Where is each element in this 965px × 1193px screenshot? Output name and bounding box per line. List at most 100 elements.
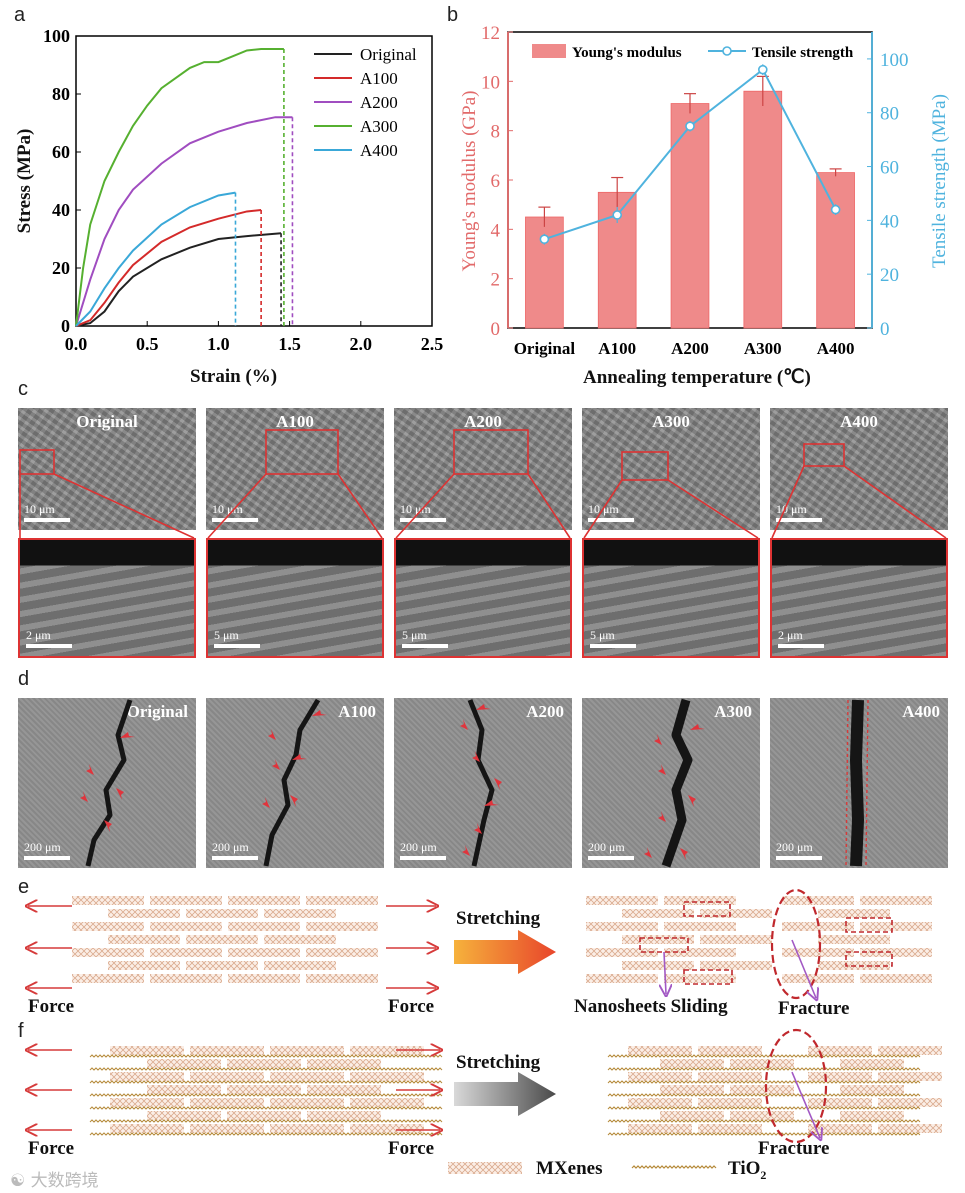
mxene-sheet [270, 1046, 344, 1055]
mxene-sheet [730, 1059, 794, 1068]
mxene-sheet [782, 974, 854, 983]
y2-tick-label: 60 [880, 158, 899, 179]
mxene-sheet [586, 974, 658, 983]
scale-bar: 2 μm [778, 628, 824, 648]
tensile-point [685, 121, 695, 131]
sem-d-title-a200: A200 [526, 702, 564, 721]
e-stretching-label: Stretching [456, 908, 541, 929]
red-arrow [312, 710, 327, 716]
y-tick-label: 0 [491, 319, 501, 340]
mxene-sheet [228, 948, 300, 957]
x-tick-label: 1.5 [278, 334, 301, 354]
mxene-sheet [350, 1124, 424, 1133]
red-arrow [654, 734, 662, 745]
scale-bar: 5 μm [214, 628, 260, 648]
mxene-sheet [190, 1072, 264, 1081]
mxene-sheet [840, 1059, 904, 1068]
sem-c-a300-zoom: 5 μm [582, 538, 760, 658]
series-line-original [75, 232, 282, 327]
f-fracture-label: Fracture [758, 1138, 830, 1159]
weibo-icon: ☯ [10, 1171, 26, 1191]
mxene-sheet [110, 1098, 184, 1107]
mxene-sheet [350, 1046, 424, 1055]
panel-label-d: d [18, 668, 30, 690]
mxene-sheet [147, 1111, 221, 1120]
legend-tio2-label: TiO2 [728, 1158, 766, 1183]
mxene-sheet [860, 896, 932, 905]
scale-label: 200 μm [24, 840, 61, 854]
scale-label: 2 μm [778, 628, 803, 642]
red-arrow [688, 795, 696, 807]
mxene-sheet [782, 948, 854, 957]
y-tick-label: 8 [491, 122, 501, 143]
scale-label: 200 μm [776, 840, 813, 854]
mxene-sheet [628, 1046, 692, 1055]
mxene-sheet [270, 1124, 344, 1133]
chart-a-xlabel: Strain (%) [190, 366, 278, 387]
mxene-sheet [664, 922, 736, 931]
zoom-box [621, 451, 669, 481]
scale-label: 5 μm [214, 628, 239, 642]
tio2-chain [607, 1132, 921, 1136]
zoom-box [803, 443, 845, 467]
f-force-right: Force [388, 1138, 435, 1159]
y-tick-label: 2 [491, 270, 501, 291]
mxene-sheet [350, 1098, 424, 1107]
mxene-sheet [186, 909, 258, 918]
y-tick-label: 6 [491, 171, 501, 192]
mxene-sheet [110, 1046, 184, 1055]
zoom-line [843, 465, 947, 539]
zoom-line [527, 473, 571, 539]
e-force-right: Force [388, 996, 435, 1017]
sem-c-title-original: Original [76, 412, 138, 431]
mxene-sheet [72, 896, 144, 905]
scale-label: 200 μm [588, 840, 625, 854]
mxene-sheet [264, 935, 336, 944]
mxene-sheet [227, 1111, 301, 1120]
mxene-sheet [228, 922, 300, 931]
red-arrow [268, 729, 276, 740]
crack [661, 698, 693, 868]
fracture-pointer [791, 1071, 820, 1138]
sem-d-original: Original 200 μm [18, 698, 196, 868]
e-fracture-label: Fracture [778, 998, 850, 1019]
mxene-sheet [150, 948, 222, 957]
red-arrow [494, 778, 502, 790]
legend-line-marker [722, 46, 732, 56]
mxene-sheet [190, 1124, 264, 1133]
mxene-sheet [808, 1098, 872, 1107]
y-tick-label: 4 [491, 220, 501, 241]
red-arrow [460, 719, 468, 730]
mxene-sheet [698, 1072, 762, 1081]
red-arrow [658, 764, 666, 775]
f-force-left: Force [28, 1138, 75, 1159]
mxene-sheet [840, 1111, 904, 1120]
tensile-point [830, 204, 841, 215]
mxene-sheet [808, 1046, 872, 1055]
mxene-sheet [108, 909, 180, 918]
scale-label: 5 μm [402, 628, 427, 642]
stretching-arrow-gray [454, 1072, 556, 1116]
mxene-sheet [818, 935, 890, 944]
sliding-box [639, 937, 689, 953]
y2-tick-label: 80 [880, 104, 899, 125]
series-line-a300 [75, 48, 284, 327]
mxene-sheet [878, 1046, 942, 1055]
mxene-sheet [664, 896, 736, 905]
stretching-arrow-orange [454, 930, 556, 974]
x-tick-label: 0.0 [65, 334, 88, 354]
sem-c-a300-top: A300 10 μm [582, 408, 760, 530]
sem-c-title-a200: A200 [464, 412, 502, 431]
tensile-point [612, 210, 623, 220]
zoom-line [337, 473, 383, 539]
mxene-sheet [586, 922, 658, 931]
red-arrow [272, 759, 280, 770]
mxene-sheet [190, 1098, 264, 1107]
mxene-sheet [730, 1085, 794, 1094]
scale-bar: 2 μm [26, 628, 72, 648]
mxene-sheet [698, 1124, 762, 1133]
legend-bar-swatch [532, 44, 566, 58]
tio2-chain [607, 1093, 921, 1097]
red-arrow [462, 845, 470, 856]
